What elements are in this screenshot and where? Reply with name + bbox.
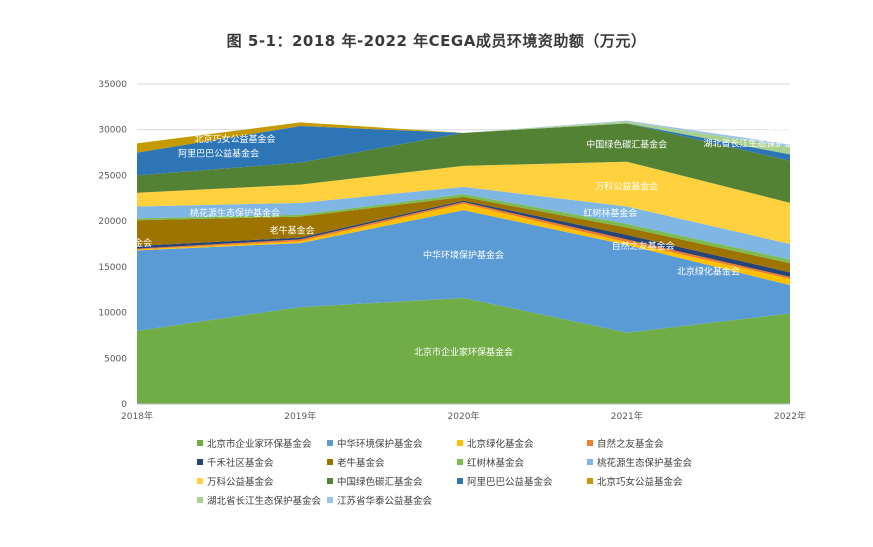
chart-legend: 北京市企业家环保基金会 中华环境保护基金会 北京绿化基金会 自然之友基金会千禾社区基金… xyxy=(197,433,857,509)
series-annotation: 千禾社区基金会 xyxy=(89,237,152,249)
legend-label: 老牛基金会 xyxy=(337,457,385,469)
area-series-2 xyxy=(137,203,790,286)
legend-item: 北京绿化基金会 xyxy=(457,436,587,450)
area-series-10 xyxy=(137,123,790,176)
x-tick-label: 2022年 xyxy=(774,410,806,422)
legend-swatch xyxy=(197,458,203,465)
series-annotation: 桃花源生态保护基金会 xyxy=(190,207,280,219)
legend-swatch xyxy=(457,477,463,484)
legend-label: 北京巧女公益基金会 xyxy=(597,476,683,488)
legend-swatch xyxy=(327,496,333,503)
y-tick-label: 5000 xyxy=(104,354,127,364)
legend-row: 湖北省长江生态保护基金会 江苏省华泰公益基金会 xyxy=(197,490,857,509)
legend-item: 江苏省华泰公益基金会 xyxy=(327,493,457,507)
legend-label: 北京市企业家环保基金会 xyxy=(207,438,312,450)
area-series-7 xyxy=(137,186,790,260)
legend-swatch xyxy=(327,458,333,465)
series-annotation: 万科公益基金会 xyxy=(595,180,658,192)
legend-label: 桃花源生态保护基金会 xyxy=(597,457,693,469)
legend-label: 万科公益基金会 xyxy=(207,476,274,488)
legend-item: 北京巧女公益基金会 xyxy=(587,474,717,488)
legend-swatch xyxy=(197,439,203,446)
legend-swatch xyxy=(197,477,203,484)
y-tick-label: 10000 xyxy=(98,309,127,319)
legend-swatch xyxy=(457,439,463,446)
legend-swatch xyxy=(587,458,593,465)
x-tick-label: 2019年 xyxy=(284,410,316,422)
series-annotation: 阿里巴巴公益基金会 xyxy=(178,147,259,159)
area-series-1 xyxy=(137,210,790,333)
series-annotation: 江苏省华泰公益基金会 xyxy=(712,124,802,136)
legend-swatch xyxy=(587,477,593,484)
legend-item: 中华环境保护基金会 xyxy=(327,436,457,450)
series-annotation: 老牛基金会 xyxy=(270,224,315,236)
chart-title: 图 5-1：2018 年-2022 年CEGA成员环境资助额（万元） xyxy=(226,32,647,50)
y-tick-label: 15000 xyxy=(98,263,127,273)
legend-item: 阿里巴巴公益基金会 xyxy=(457,474,587,488)
legend-item: 红树林基金会 xyxy=(457,455,587,469)
legend-label: 红树林基金会 xyxy=(467,457,525,469)
legend-label: 北京绿化基金会 xyxy=(467,438,534,450)
legend-row: 北京市企业家环保基金会 中华环境保护基金会 北京绿化基金会 自然之友基金会 xyxy=(197,433,857,452)
legend-label: 湖北省长江生态保护基金会 xyxy=(207,495,322,507)
y-tick-label: 25000 xyxy=(98,171,127,181)
area-series-8 xyxy=(137,161,790,244)
series-annotation: 红树林基金会 xyxy=(583,207,637,219)
area-series-0 xyxy=(137,297,790,404)
legend-label: 阿里巴巴公益基金会 xyxy=(467,476,553,488)
legend-item: 万科公益基金会 xyxy=(197,474,327,488)
y-tick-label: 20000 xyxy=(98,217,127,227)
series-annotation: 北京巧女公益基金会 xyxy=(194,133,275,145)
legend-swatch xyxy=(457,458,463,465)
legend-swatch xyxy=(327,439,333,446)
legend-swatch xyxy=(587,439,593,446)
legend-item: 老牛基金会 xyxy=(327,455,457,469)
x-tick-label: 2020年 xyxy=(448,410,480,422)
area-series-9 xyxy=(137,123,790,203)
legend-swatch xyxy=(327,477,333,484)
legend-label: 中国绿色碳汇基金会 xyxy=(337,476,423,488)
series-annotation: 中华环境保护基金会 xyxy=(423,249,504,261)
legend-item: 湖北省长江生态保护基金会 xyxy=(197,493,327,507)
series-annotation: 自然之友基金会 xyxy=(612,240,675,252)
legend-swatch xyxy=(197,496,203,503)
legend-label: 千禾社区基金会 xyxy=(207,457,274,469)
series-annotation: 湖北省长江生态保护基金会 xyxy=(703,137,811,149)
y-tick-label: 35000 xyxy=(98,80,127,90)
legend-label: 自然之友基金会 xyxy=(597,438,664,450)
legend-row: 万科公益基金会 中国绿色碳汇基金会 阿里巴巴公益基金会 北京巧女公益基金会 xyxy=(197,471,857,490)
y-tick-label: 30000 xyxy=(98,126,127,136)
legend-item: 桃花源生态保护基金会 xyxy=(587,455,717,469)
series-annotation: 中国绿色碳汇基金会 xyxy=(586,138,667,150)
legend-row: 千禾社区基金会 老牛基金会 红树林基金会 桃花源生态保护基金会 xyxy=(197,452,857,471)
series-annotation: 北京绿化基金会 xyxy=(677,265,740,277)
series-annotation: 北京市企业家环保基金会 xyxy=(414,346,513,358)
legend-label: 中华环境保护基金会 xyxy=(337,438,423,450)
legend-label: 江苏省华泰公益基金会 xyxy=(337,495,433,507)
legend-item: 北京市企业家环保基金会 xyxy=(197,436,327,450)
legend-item: 中国绿色碳汇基金会 xyxy=(327,474,457,488)
legend-item: 自然之友基金会 xyxy=(587,436,717,450)
y-tick-label: 0 xyxy=(121,400,127,410)
legend-item: 千禾社区基金会 xyxy=(197,455,327,469)
x-tick-label: 2021年 xyxy=(611,410,643,422)
x-tick-label: 2018年 xyxy=(121,410,153,422)
area-series-5 xyxy=(137,196,790,273)
